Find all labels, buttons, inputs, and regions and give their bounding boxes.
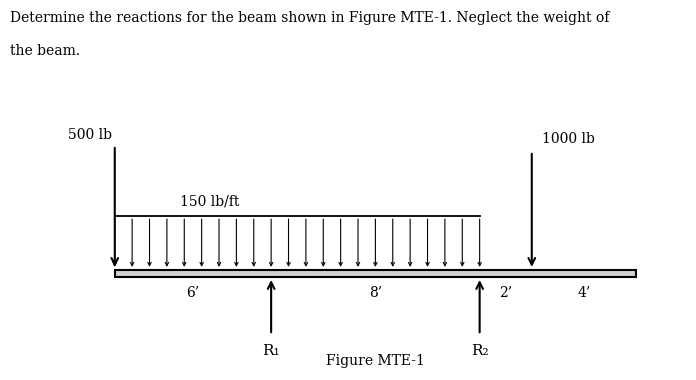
Text: Figure MTE-1: Figure MTE-1: [326, 355, 425, 368]
Text: 150 lb/ft: 150 lb/ft: [180, 195, 239, 209]
Text: R₂: R₂: [470, 344, 489, 358]
Text: 1000 lb: 1000 lb: [542, 133, 595, 147]
Text: Determine the reactions for the beam shown in Figure MTE-1. Neglect the weight o: Determine the reactions for the beam sho…: [10, 11, 610, 25]
Text: the beam.: the beam.: [10, 44, 81, 58]
Text: 2’: 2’: [499, 286, 512, 300]
Text: 4’: 4’: [577, 286, 590, 300]
Bar: [115, 270, 636, 277]
Text: 8’: 8’: [369, 286, 382, 300]
Text: R₁: R₁: [262, 344, 280, 358]
Text: 6’: 6’: [187, 286, 200, 300]
Text: 500 lb: 500 lb: [68, 128, 112, 142]
